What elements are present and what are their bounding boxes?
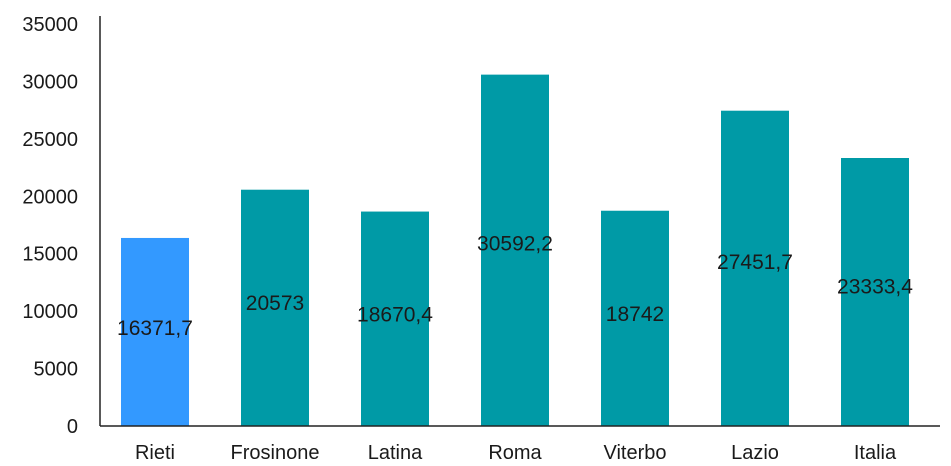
data-label-viterbo: 18742 <box>606 303 664 326</box>
y-tick-label: 25000 <box>22 129 78 151</box>
x-axis-ticks: Rieti Frosinone Latina Roma Viterbo Lazio Ital… <box>135 442 897 464</box>
y-axis-ticks: 0 5000 10000 15000 20000 25000 30000 35000 <box>22 14 78 438</box>
y-tick-label: 10000 <box>22 301 78 323</box>
data-label-italia: 23333,4 <box>837 276 913 299</box>
y-tick-label: 30000 <box>22 71 78 93</box>
x-tick-label-viterbo: Viterbo <box>603 442 666 464</box>
data-label-lazio: 27451,7 <box>717 251 793 274</box>
x-tick-label-italia: Italia <box>854 442 897 464</box>
x-tick-label-frosinone: Frosinone <box>231 442 320 464</box>
data-label-frosinone: 20573 <box>246 292 304 315</box>
x-tick-label-latina: Latina <box>368 442 423 464</box>
y-tick-label: 5000 <box>34 359 79 381</box>
data-label-latina: 18670,4 <box>357 303 433 326</box>
y-tick-label: 20000 <box>22 186 78 208</box>
y-tick-label: 35000 <box>22 14 78 36</box>
data-label-rieti: 16371,7 <box>117 317 193 340</box>
x-tick-label-lazio: Lazio <box>731 442 779 464</box>
y-tick-label: 0 <box>67 416 78 438</box>
data-label-roma: 30592,2 <box>477 232 553 255</box>
y-tick-label: 15000 <box>22 244 78 266</box>
x-tick-label-rieti: Rieti <box>135 442 175 464</box>
x-tick-label-roma: Roma <box>488 442 542 464</box>
